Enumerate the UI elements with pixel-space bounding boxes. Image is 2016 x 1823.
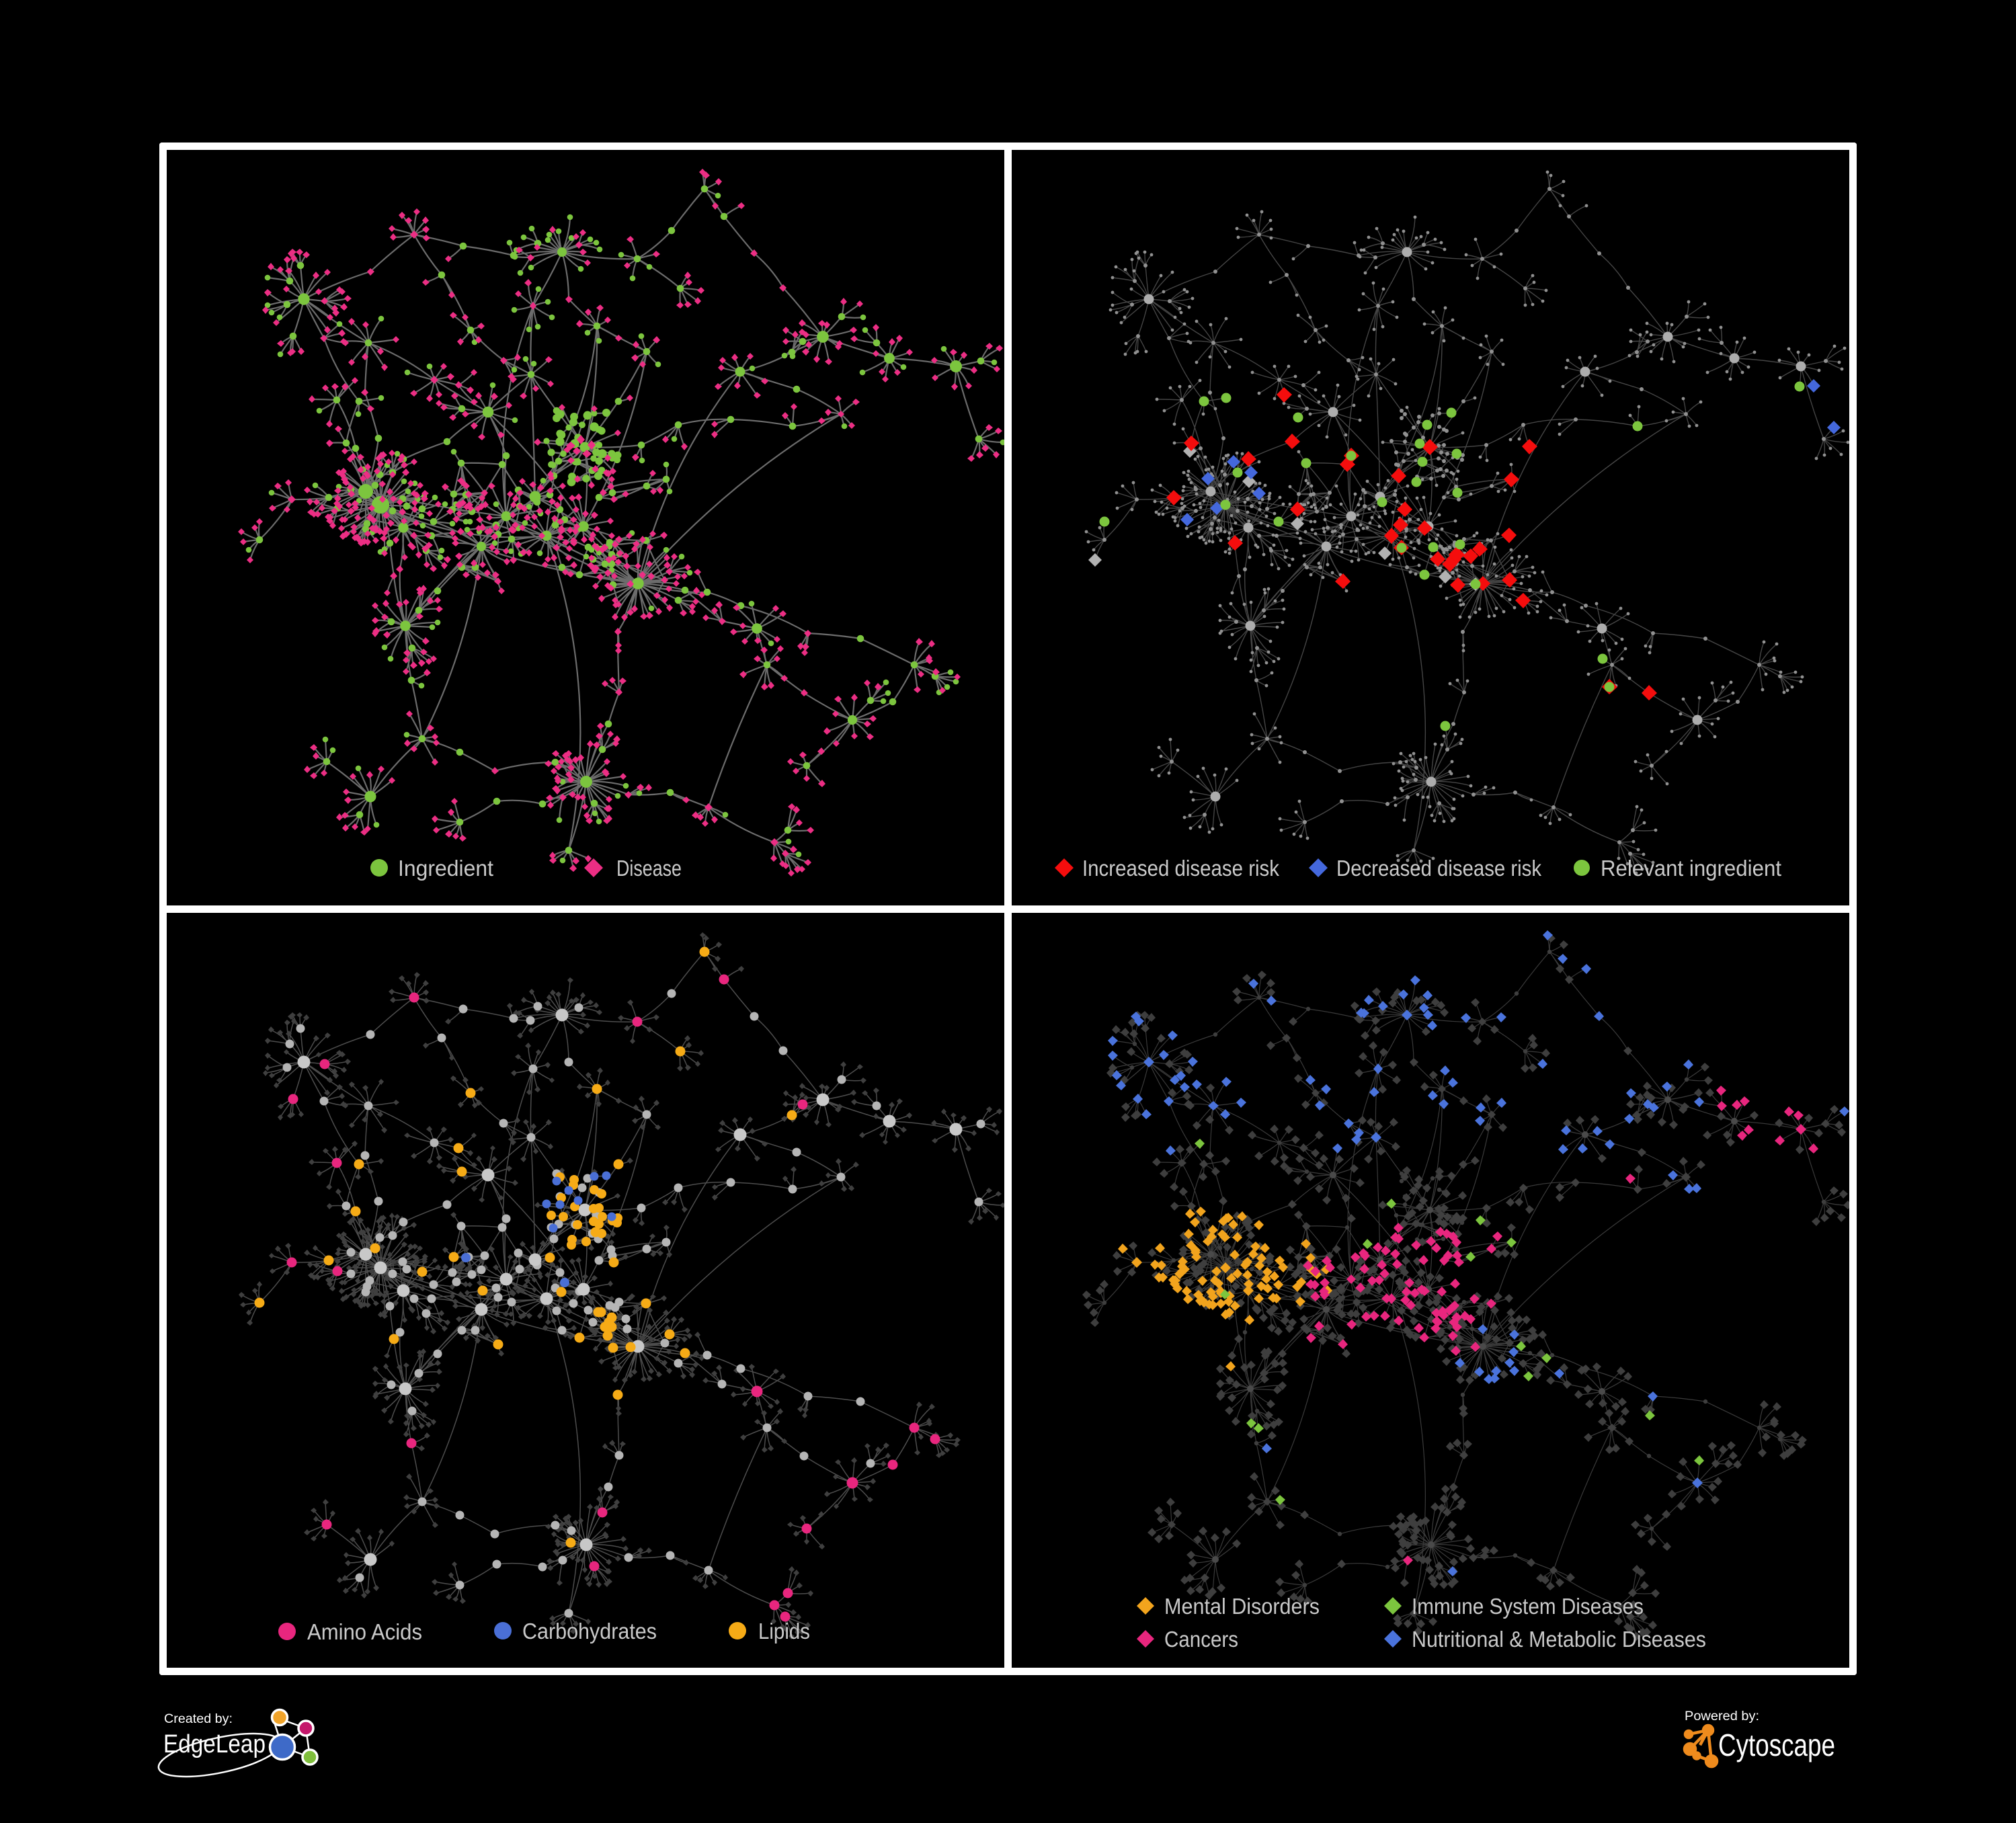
svg-text:Immune System Diseases: Immune System Diseases [1412,1594,1644,1619]
svg-text:Mental Disorders: Mental Disorders [1164,1594,1320,1619]
svg-text:Ingredient: Ingredient [398,856,493,881]
svg-text:Increased disease risk: Increased disease risk [1082,856,1279,881]
svg-text:Decreased disease risk: Decreased disease risk [1336,856,1541,881]
svg-text:Amino Acids: Amino Acids [307,1619,422,1644]
svg-text:Lipids: Lipids [758,1619,810,1644]
svg-text:Cytoscape: Cytoscape [1718,1728,1835,1763]
svg-text:Cancers: Cancers [1164,1627,1238,1652]
svg-text:Disease: Disease [616,856,682,881]
svg-text:Created by:: Created by: [164,1712,233,1726]
svg-text:Relevant ingredient: Relevant ingredient [1601,856,1781,881]
svg-text:Carbohydrates: Carbohydrates [522,1619,657,1644]
svg-text:Nutritional & Metabolic Diseas: Nutritional & Metabolic Diseases [1412,1627,1706,1652]
svg-text:Powered by:: Powered by: [1685,1709,1759,1724]
svg-text:EdgeLeap: EdgeLeap [163,1730,266,1758]
